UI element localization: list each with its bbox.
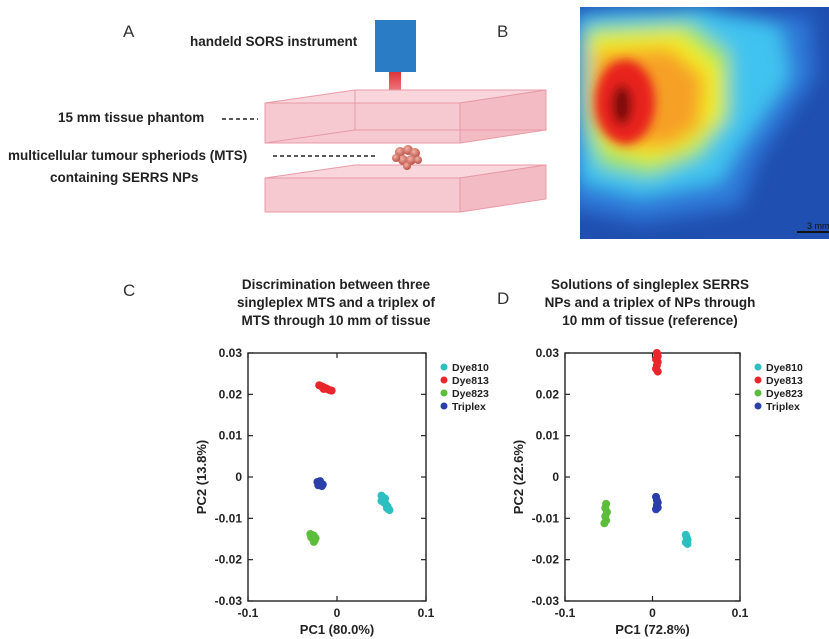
y-tick-label: 0 <box>552 470 559 484</box>
chart-c-title: Discrimination between three singleplex … <box>206 276 466 330</box>
panel-letter-a: A <box>123 22 135 41</box>
plot-frame <box>247 352 427 602</box>
y-tick-label: 0.01 <box>536 429 560 443</box>
data-point-dye823 <box>311 534 320 543</box>
tissue-phantom-bottom <box>264 164 547 213</box>
legend-marker <box>754 376 762 384</box>
chart-c-scatter: 0.03 0.02 0.01 0 -0.01 -0.02 -0.03-0.1 0 0.1 PC1 … <box>194 346 489 637</box>
data-point-dye810 <box>683 539 692 548</box>
legend-label: Triplex <box>452 401 486 413</box>
sors-instrument <box>375 20 416 72</box>
chart-d-title-line1: Solutions of singleplex SERRS <box>550 277 750 292</box>
y-tick-label: -0.01 <box>532 511 560 525</box>
mts-label-line1: multicellular tumour spheriods (MTS) <box>8 148 248 163</box>
y-tick-label: -0.02 <box>532 553 560 567</box>
legend-marker <box>754 389 762 397</box>
data-point-triplex <box>652 505 660 514</box>
x-tick-label: -0.1 <box>555 606 576 620</box>
y-tick-label: 0 <box>235 470 242 484</box>
legend-label: Dye823 <box>452 388 489 400</box>
legend-marker <box>440 363 448 371</box>
data-point-dye813 <box>327 386 336 395</box>
legend-label: Triplex <box>766 401 800 413</box>
panel-letter-c: C <box>123 281 136 300</box>
y-tick-label: -0.01 <box>215 511 243 525</box>
y-tick-label: 0.01 <box>219 429 243 443</box>
chart-c-title-line2: singleplex MTS and a triplex of <box>236 295 436 310</box>
legend-label: Dye813 <box>452 375 489 387</box>
tissue-phantom-top <box>264 89 547 144</box>
data-point-triplex <box>316 477 325 486</box>
chart-c-title-line3: MTS through 10 mm of tissue <box>241 313 431 328</box>
mts-label-line2: containing SERRS NPs <box>50 170 199 185</box>
y-tick-label: 0.03 <box>219 346 243 360</box>
data-point-dye813 <box>653 367 662 376</box>
legend-label: Dye823 <box>766 388 803 400</box>
setup-illustration <box>222 20 547 213</box>
data-point-dye810 <box>385 506 394 515</box>
x-tick-label: -0.1 <box>238 606 259 620</box>
panel-letter-d: D <box>497 289 510 308</box>
x-tick-label: 0.1 <box>418 606 435 620</box>
legend-label: Dye810 <box>452 362 489 374</box>
chart-d-title-line3: 10 mm of tissue (reference) <box>562 313 738 328</box>
legend-marker <box>440 402 448 410</box>
y-axis-label: PC2 (22.6%) <box>511 440 526 514</box>
y-tick-label: -0.03 <box>215 594 243 608</box>
legend-marker <box>440 389 448 397</box>
legend-marker <box>440 376 448 384</box>
y-tick-label: 0.03 <box>536 346 560 360</box>
chart-d-title-line2: NPs and a triplex of NPs through <box>544 295 756 310</box>
tumour-spheroid <box>392 145 422 170</box>
legend-label: Dye810 <box>766 362 803 374</box>
phantom-label: 15 mm tissue phantom <box>58 110 205 125</box>
y-tick-label: -0.02 <box>215 553 243 567</box>
scale-bar-label: 3 mm <box>807 221 829 231</box>
chart-c-title-line1: Discrimination between three <box>241 277 431 292</box>
data-point-dye823 <box>600 519 609 528</box>
x-tick-label: 0 <box>649 606 656 620</box>
y-axis-label: PC2 (13.8%) <box>194 440 209 514</box>
instrument-label: handeld SORS instrument <box>190 34 358 49</box>
panel-letter-b: B <box>497 22 509 41</box>
chart-d-title: Solutions of singleplex SERRS NPs and a … <box>520 276 780 330</box>
legend-marker <box>754 402 762 410</box>
x-tick-label: 0.1 <box>732 606 749 620</box>
plot-frame <box>564 352 741 602</box>
chart-d-scatter: 0.03 0.02 0.01 0 -0.01 -0.02 -0.03-0.1 0 0.1 PC1 … <box>511 346 803 637</box>
data-point-dye813 <box>319 384 328 393</box>
y-tick-label: 0.02 <box>219 387 243 401</box>
heatmap-image: 3 mm <box>580 7 829 239</box>
y-tick-label: 0.02 <box>536 387 560 401</box>
legend-label: Dye813 <box>766 375 803 387</box>
legend-marker <box>754 363 762 371</box>
y-tick-label: -0.03 <box>532 594 560 608</box>
x-axis-label: PC1 (72.8%) <box>615 622 689 637</box>
x-axis-label: PC1 (80.0%) <box>300 622 374 637</box>
x-tick-label: 0 <box>334 606 341 620</box>
